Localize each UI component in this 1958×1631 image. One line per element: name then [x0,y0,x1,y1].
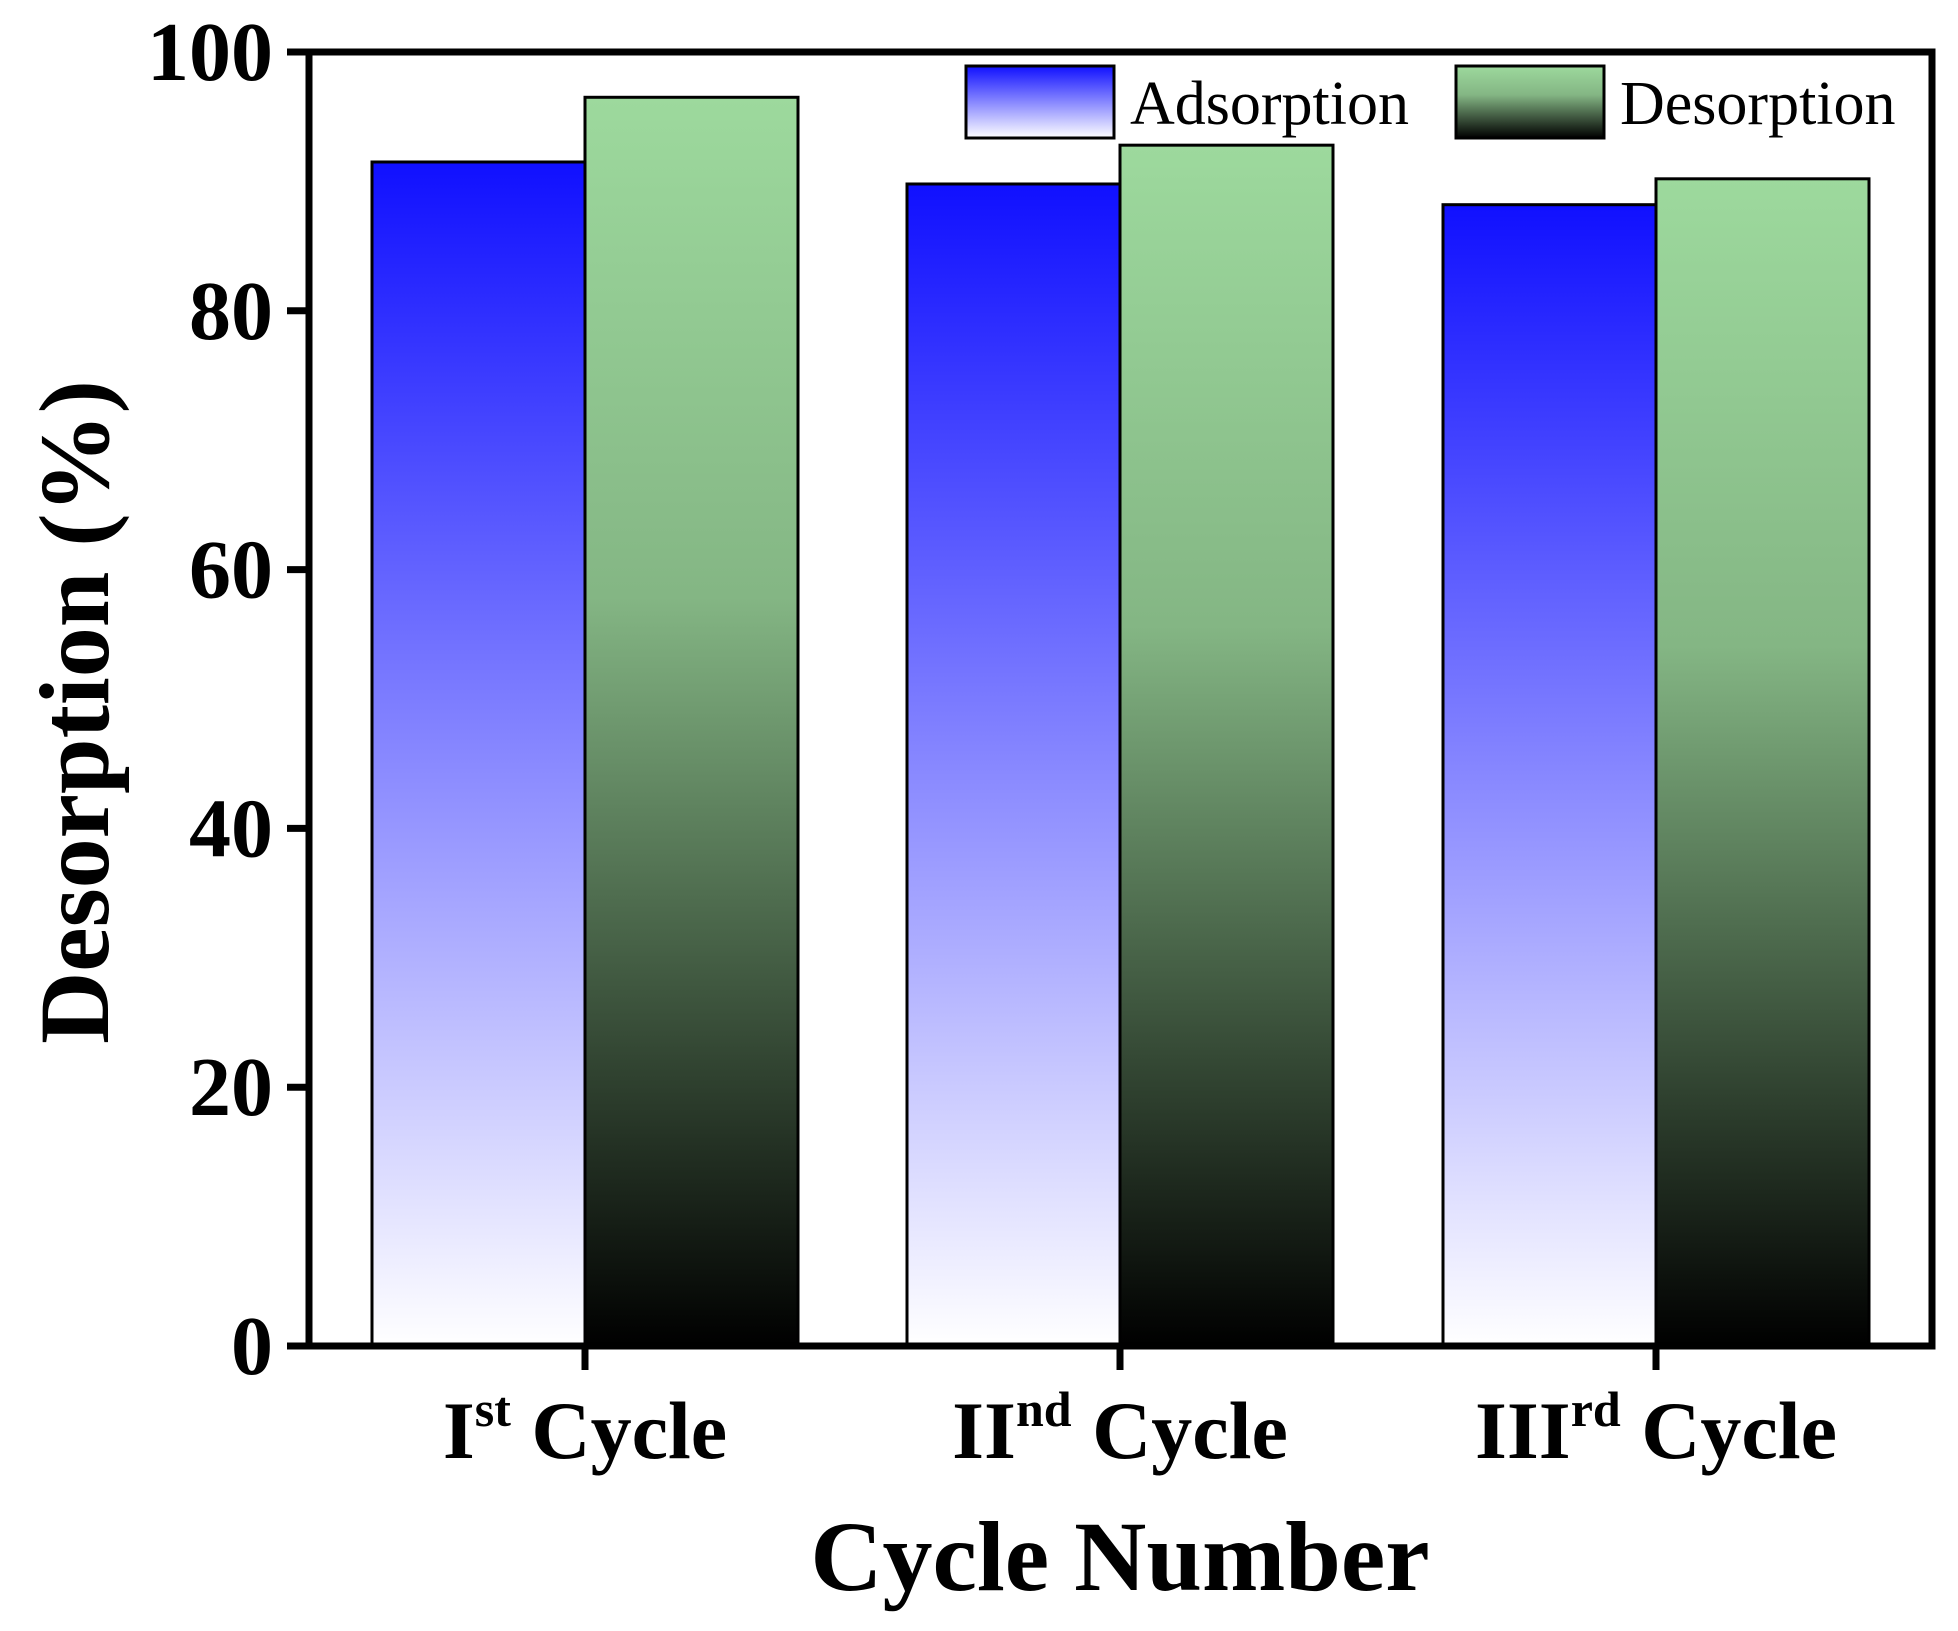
bar-adsorption-2 [905,182,1122,1348]
x-tick-label: IIIrd Cycle [1475,1381,1837,1476]
legend: Adsorption Desorption [964,64,1896,140]
x-tick-label: IInd Cycle [952,1381,1288,1476]
x-ticks: Ist Cycle IInd Cycle IIIrd Cycle [443,1346,1837,1476]
bar-adsorption-1 [370,160,587,1348]
x-axis-title: Cycle Number [810,1501,1429,1612]
y-tick-label: 100 [147,6,273,99]
legend-swatch-desorption [1454,64,1606,140]
y-tick-label: 40 [189,782,273,875]
x-tick-label: Ist Cycle [443,1381,727,1476]
bars-layer [370,95,1871,1348]
y-tick-label: 20 [189,1041,273,1134]
y-axis-title: Desorption (%) [19,380,130,1044]
plot-frame [305,48,1936,1350]
bar-adsorption-3 [1441,203,1658,1348]
legend-swatch-adsorption [964,64,1116,140]
y-tick-label: 60 [189,524,273,617]
legend-label-desorption: Desorption [1620,70,1896,138]
y-tick-label: 0 [231,1300,273,1393]
bar-desorption-1 [583,95,800,1348]
bar-desorption-2 [1118,143,1335,1348]
y-ticks: 0 20 40 60 80 100 [147,6,309,1393]
legend-label-adsorption: Adsorption [1130,70,1409,138]
y-tick-label: 80 [189,265,273,358]
bar-desorption-3 [1654,177,1871,1348]
